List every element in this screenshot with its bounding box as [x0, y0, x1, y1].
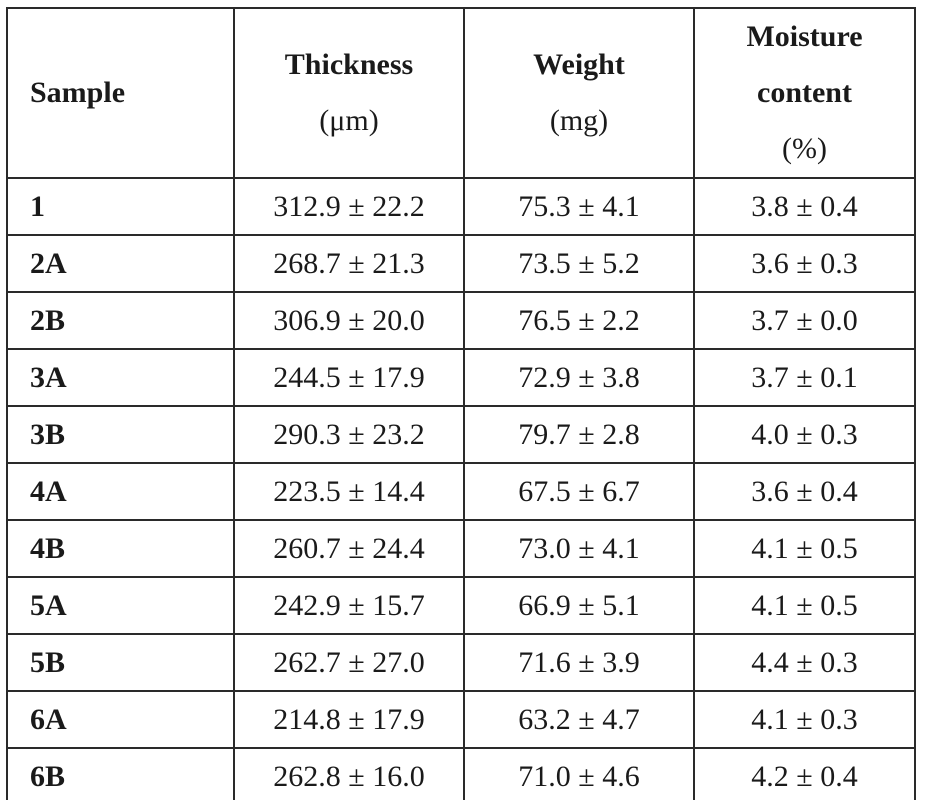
cell-weight: 71.0 ± 4.6	[463, 747, 695, 800]
table-row: 4B 260.7 ± 24.4 73.0 ± 4.1 4.1 ± 0.5	[6, 519, 916, 578]
sample-properties-table: Sample Thickness (μm) Weight (mg) Moistu…	[6, 7, 916, 800]
cell-moisture: 4.1 ± 0.3	[693, 690, 916, 749]
cell-thickness: 290.3 ± 23.2	[233, 405, 465, 464]
cell-thickness: 312.9 ± 22.2	[233, 177, 465, 236]
cell-moisture: 4.1 ± 0.5	[693, 519, 916, 578]
cell-sample: 5A	[6, 576, 235, 635]
cell-moisture: 3.6 ± 0.4	[693, 462, 916, 521]
table-row: 4A 223.5 ± 14.4 67.5 ± 6.7 3.6 ± 0.4	[6, 462, 916, 521]
cell-weight: 79.7 ± 2.8	[463, 405, 695, 464]
cell-moisture: 3.8 ± 0.4	[693, 177, 916, 236]
cell-weight: 71.6 ± 3.9	[463, 633, 695, 692]
header-thickness: Thickness (μm)	[233, 7, 465, 179]
cell-weight: 72.9 ± 3.8	[463, 348, 695, 407]
cell-thickness: 223.5 ± 14.4	[233, 462, 465, 521]
cell-sample: 3A	[6, 348, 235, 407]
cell-moisture: 3.7 ± 0.0	[693, 291, 916, 350]
cell-weight: 63.2 ± 4.7	[463, 690, 695, 749]
cell-weight: 75.3 ± 4.1	[463, 177, 695, 236]
header-moisture-unit: (%)	[782, 132, 827, 165]
table-row: 2B 306.9 ± 20.0 76.5 ± 2.2 3.7 ± 0.0	[6, 291, 916, 350]
header-weight: Weight (mg)	[463, 7, 695, 179]
header-thickness-label: Thickness	[284, 48, 414, 81]
cell-sample: 6B	[6, 747, 235, 800]
table-body: 1 312.9 ± 22.2 75.3 ± 4.1 3.8 ± 0.4 2A 268.7 …	[6, 177, 916, 800]
cell-moisture: 4.2 ± 0.4	[693, 747, 916, 800]
cell-sample: 5B	[6, 633, 235, 692]
header-moisture: Moisture content (%)	[693, 7, 916, 179]
header-moisture-label-line1: Moisture	[746, 20, 863, 53]
table-row: 3B 290.3 ± 23.2 79.7 ± 2.8 4.0 ± 0.3	[6, 405, 916, 464]
cell-sample: 4A	[6, 462, 235, 521]
cell-weight: 73.0 ± 4.1	[463, 519, 695, 578]
header-weight-label: Weight	[533, 48, 625, 81]
cell-thickness: 214.8 ± 17.9	[233, 690, 465, 749]
table-row: 6A 214.8 ± 17.9 63.2 ± 4.7 4.1 ± 0.3	[6, 690, 916, 749]
cell-sample: 2B	[6, 291, 235, 350]
cell-weight: 73.5 ± 5.2	[463, 234, 695, 293]
cell-moisture: 3.6 ± 0.3	[693, 234, 916, 293]
cell-weight: 66.9 ± 5.1	[463, 576, 695, 635]
table-row: 5A 242.9 ± 15.7 66.9 ± 5.1 4.1 ± 0.5	[6, 576, 916, 635]
header-moisture-label-line2: content	[757, 76, 852, 109]
cell-moisture: 4.0 ± 0.3	[693, 405, 916, 464]
cell-thickness: 244.5 ± 17.9	[233, 348, 465, 407]
cell-sample: 4B	[6, 519, 235, 578]
cell-weight: 76.5 ± 2.2	[463, 291, 695, 350]
table-row: 5B 262.7 ± 27.0 71.6 ± 3.9 4.4 ± 0.3	[6, 633, 916, 692]
cell-sample: 2A	[6, 234, 235, 293]
table-header: Sample Thickness (μm) Weight (mg) Moistu…	[6, 7, 916, 179]
cell-thickness: 262.7 ± 27.0	[233, 633, 465, 692]
header-row: Sample Thickness (μm) Weight (mg) Moistu…	[6, 7, 916, 179]
cell-thickness: 306.9 ± 20.0	[233, 291, 465, 350]
table-row: 3A 244.5 ± 17.9 72.9 ± 3.8 3.7 ± 0.1	[6, 348, 916, 407]
cell-moisture: 4.4 ± 0.3	[693, 633, 916, 692]
cell-thickness: 268.7 ± 21.3	[233, 234, 465, 293]
cell-thickness: 260.7 ± 24.4	[233, 519, 465, 578]
cell-sample: 3B	[6, 405, 235, 464]
cell-thickness: 262.8 ± 16.0	[233, 747, 465, 800]
cell-sample: 1	[6, 177, 235, 236]
table-row: 6B 262.8 ± 16.0 71.0 ± 4.6 4.2 ± 0.4	[6, 747, 916, 800]
header-sample: Sample	[6, 7, 235, 179]
cell-sample: 6A	[6, 690, 235, 749]
table-row: 2A 268.7 ± 21.3 73.5 ± 5.2 3.6 ± 0.3	[6, 234, 916, 293]
cell-moisture: 3.7 ± 0.1	[693, 348, 916, 407]
header-sample-label: Sample	[30, 76, 126, 109]
header-thickness-unit: (μm)	[319, 104, 379, 137]
cell-moisture: 4.1 ± 0.5	[693, 576, 916, 635]
cell-weight: 67.5 ± 6.7	[463, 462, 695, 521]
header-weight-unit: (mg)	[549, 104, 609, 137]
table-row: 1 312.9 ± 22.2 75.3 ± 4.1 3.8 ± 0.4	[6, 177, 916, 236]
cell-thickness: 242.9 ± 15.7	[233, 576, 465, 635]
